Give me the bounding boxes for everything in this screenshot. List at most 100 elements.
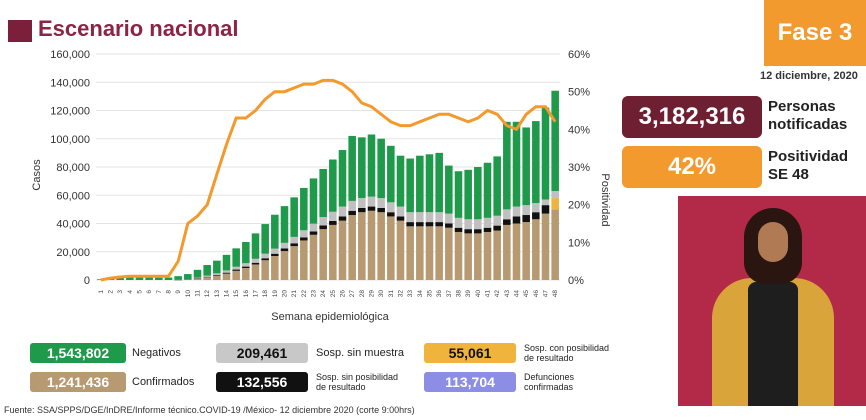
bar-segment [541,205,550,214]
bar-segment [242,263,250,267]
x-tick-label: 31 [388,290,395,298]
negativos-value: 1,543,802 [30,343,126,363]
bar-segment [464,233,472,280]
bar-segment [512,121,521,207]
bar-segment [116,277,124,280]
bar-segment [329,220,337,225]
bar-segment [406,226,414,280]
bar-segment [280,206,289,243]
bar-segment [464,229,472,234]
bar-segment [251,258,260,263]
bar-segment [271,248,279,254]
y-tick-label: 120,000 [50,106,90,118]
x-tick-label: 38 [456,290,463,298]
bar-segment [551,198,559,210]
bar-segment [503,219,511,225]
bar-segment [164,277,173,280]
bar-segment [261,253,269,259]
bar-segment [203,276,211,278]
defunciones-value: 113,704 [424,372,516,392]
sosp-sin-pos-line2: de resultado [316,382,366,392]
bar-segment [348,135,356,201]
bar-segment [242,266,250,268]
x-tick-label: 36 [436,290,443,298]
bar-segment [493,156,501,216]
bar-segment [203,265,211,276]
x-tick-label: 18 [262,290,269,298]
bar-segment [358,207,366,213]
bar-segment [532,219,540,280]
x-tick-label: 27 [349,290,356,298]
interpreter-vest [748,282,798,406]
bar-segment [503,209,511,220]
bar-segment [387,202,395,213]
y-tick-label: 40,000 [56,219,90,231]
bar-segment [474,167,482,220]
report-date: 12 diciembre, 2020 [760,70,858,82]
bar-segment [377,207,385,213]
x-tick-label: 46 [533,290,540,298]
y-tick-label: 0 [84,275,90,287]
bar-segment [300,237,308,241]
bar-segment [309,178,318,224]
sosp-sin-pos-line1: Sosp. sin posibilidad [316,372,399,382]
x-tick-label: 23 [311,290,318,298]
bar-segment [396,206,405,217]
title-accent [8,20,32,42]
sosp-sin-posibilidad-label: Sosp. sin posibilidad de resultado [316,372,398,392]
personas-label-line1: Personas [768,98,836,115]
x-tick-label: 2 [108,290,115,294]
bar-segment [377,138,385,199]
bar-segment [338,206,347,217]
bar-segment [512,216,521,224]
bar-segment [454,227,463,232]
y-tick-label: 100,000 [50,134,90,146]
bar-segment [155,277,163,280]
bar-segment [396,220,405,280]
y-tick-label: 160,000 [50,49,90,61]
bar-segment [435,152,443,213]
bar-segment [251,262,260,265]
bar-segment [503,121,511,210]
bar-segment [232,266,240,270]
sosp-con-pos-line1: Sosp. con posibilidad [524,343,610,353]
x-tick-label: 12 [204,290,211,298]
positividad-label-line2: SE 48 [768,166,809,183]
bar-segment [329,211,337,221]
bar-segment [541,107,550,200]
bar-segment [425,226,434,280]
bar-segment [261,258,269,261]
x-tick-label: 29 [369,290,376,298]
positividad-line [100,78,557,282]
bar-segment [261,260,269,280]
x-tick-label: 28 [359,290,366,298]
bar-segment [184,274,192,280]
bar-segment [290,243,298,247]
bar-segment [396,155,405,207]
y2-tick-label: 30% [568,162,590,174]
fase-badge: Fase 3 [764,0,866,66]
defunciones-line2: confirmadas [524,382,574,392]
bar-segment [193,277,202,279]
x-tick-label: 41 [485,290,492,298]
bar-segment [213,260,221,274]
confirmados-label: Confirmados [132,376,195,388]
bar-segment [280,248,289,252]
bar-segment [512,223,521,280]
bar-segment [416,226,424,280]
personas-notificadas-label: Personas notificadas [768,98,847,134]
bar-segment [522,222,530,280]
bar-segment [222,272,231,274]
y-tick-label: 60,000 [56,190,90,202]
defunciones-line1: Defunciones [524,372,575,382]
x-tick-label: 16 [243,290,250,298]
bar-segment [522,127,530,206]
x-tick-label: 42 [494,290,501,298]
bar-segment [338,220,347,280]
bar-segment [145,277,153,280]
sosp-con-pos-line2: de resultado [524,353,574,363]
bar-segment [309,231,318,235]
bar-segment [135,277,144,280]
bar-segment [474,219,482,230]
x-tick-label: 25 [330,290,337,298]
